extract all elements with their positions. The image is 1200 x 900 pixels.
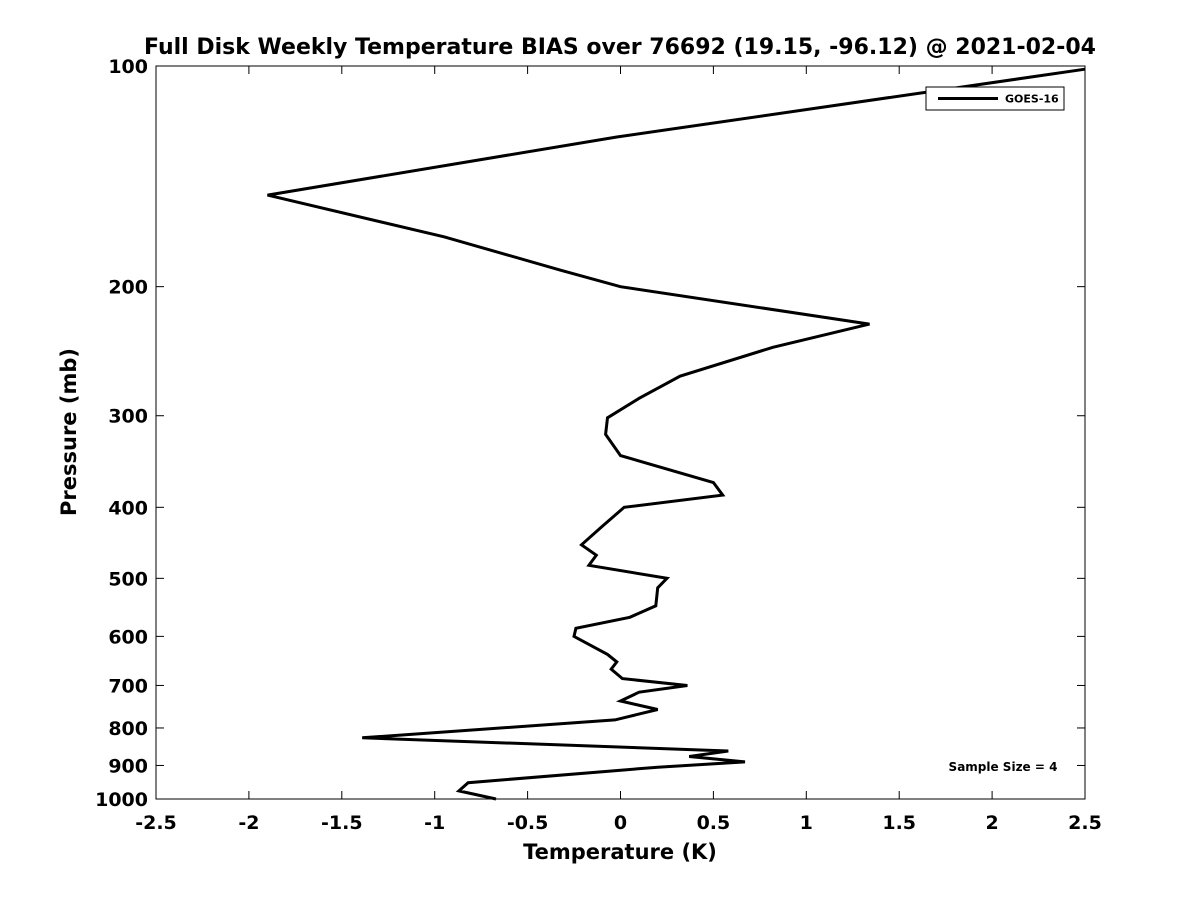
y-tick-label: 900 bbox=[108, 755, 148, 777]
x-tick-label: -2.5 bbox=[135, 812, 177, 834]
y-axis-ticks: 100 200 300 400 500 600 700 800 900 1000 bbox=[95, 56, 1085, 811]
x-tick-label: 1 bbox=[800, 812, 813, 834]
x-tick-label: -0.5 bbox=[507, 812, 549, 834]
legend-label-goes-16: GOES-16 bbox=[1005, 93, 1059, 106]
x-tick-label: -1.5 bbox=[321, 812, 363, 834]
x-tick-label: -1 bbox=[424, 812, 445, 834]
y-tick-label: 800 bbox=[108, 718, 148, 740]
x-axis-label: Temperature (K) bbox=[523, 840, 717, 864]
y-tick-label: 1000 bbox=[95, 789, 148, 811]
x-tick-label: 0 bbox=[614, 812, 627, 834]
x-tick-label: 2 bbox=[985, 812, 998, 834]
y-tick-label: 500 bbox=[108, 568, 148, 590]
x-tick-label: 0.5 bbox=[697, 812, 731, 834]
y-tick-label: 300 bbox=[108, 406, 148, 428]
plot-frame bbox=[155, 65, 1086, 800]
legend: GOES-16 bbox=[925, 86, 1065, 111]
chart-title: Full Disk Weekly Temperature BIAS over 7… bbox=[144, 35, 1096, 60]
x-axis-ticks: -2.5 -2 -1.5 -1 -0.5 0 0.5 1 1.5 2 2.5 bbox=[135, 66, 1102, 834]
x-tick-label: -2 bbox=[238, 812, 259, 834]
x-tick-label: 2.5 bbox=[1068, 812, 1102, 834]
y-tick-label: 400 bbox=[108, 497, 148, 519]
y-axis-label: Pressure (mb) bbox=[57, 348, 81, 516]
x-tick-label: 1.5 bbox=[882, 812, 916, 834]
series-layer bbox=[267, 67, 1086, 801]
y-tick-label: 600 bbox=[108, 626, 148, 648]
y-tick-label: 100 bbox=[108, 56, 148, 78]
series-line-goes-16 bbox=[267, 67, 1086, 801]
y-tick-label: 700 bbox=[108, 675, 148, 697]
sample-size-note: Sample Size = 4 bbox=[949, 760, 1058, 774]
y-tick-label: 200 bbox=[108, 277, 148, 299]
